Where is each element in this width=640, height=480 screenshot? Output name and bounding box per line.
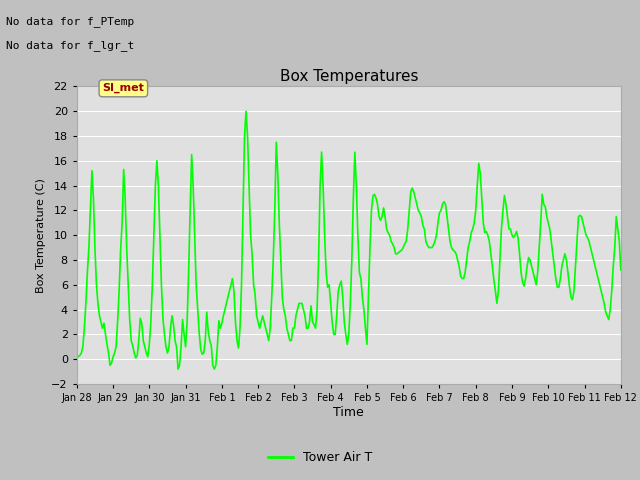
Y-axis label: Box Temperature (C): Box Temperature (C) bbox=[36, 178, 45, 293]
Title: Box Temperatures: Box Temperatures bbox=[280, 69, 418, 84]
X-axis label: Time: Time bbox=[333, 406, 364, 419]
Text: No data for f_PTemp: No data for f_PTemp bbox=[6, 16, 134, 27]
Text: No data for f_lgr_t: No data for f_lgr_t bbox=[6, 40, 134, 51]
Legend: Tower Air T: Tower Air T bbox=[263, 446, 377, 469]
Text: SI_met: SI_met bbox=[102, 83, 144, 94]
